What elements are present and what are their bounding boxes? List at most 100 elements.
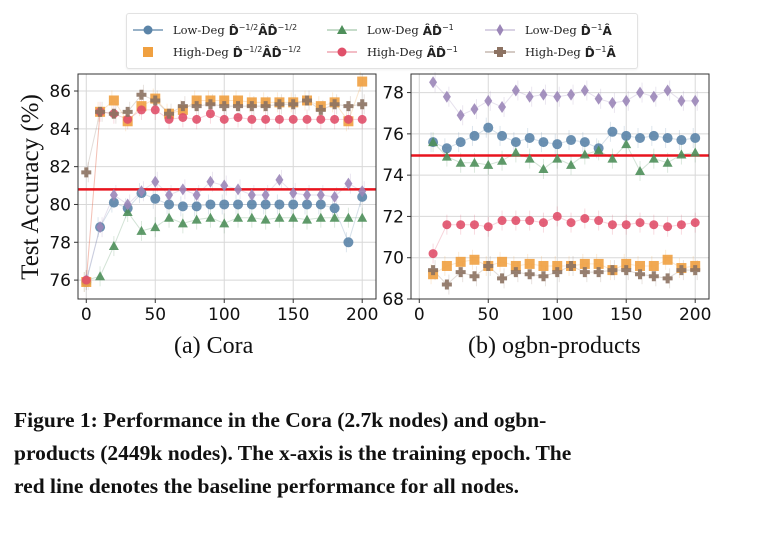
plot-frame (410, 73, 710, 300)
data-point-plus (538, 271, 549, 282)
plot-frame (77, 73, 377, 300)
panel-ogbn-products: 0 50 100 150 200 68 70 72 74 76 78 (382, 72, 711, 325)
data-point-x (233, 112, 243, 122)
data-point-plus (274, 99, 285, 110)
data-point-diamond (525, 90, 534, 103)
data-point-circle (233, 199, 244, 210)
data-point-circle (164, 199, 175, 210)
data-point-diamond (691, 94, 700, 107)
data-point-x (649, 220, 659, 230)
data-point-triangle (95, 271, 106, 281)
data-point-circle (302, 199, 313, 210)
legend-label: High-Deg (367, 45, 423, 59)
data-point-plus (483, 260, 494, 271)
y-tick-label: 78 (49, 233, 71, 253)
data-point-square (635, 260, 646, 271)
data-point-plus (593, 267, 604, 278)
data-point-triangle (428, 137, 439, 147)
data-point-circle (246, 199, 257, 210)
data-point-square (524, 258, 535, 269)
y-tick-label: 84 (49, 120, 71, 140)
data-point-plus (566, 260, 577, 271)
data-point-square (497, 256, 508, 267)
legend-marker-circle-icon (133, 25, 163, 35)
data-point-x (635, 218, 645, 228)
data-point-triangle (274, 212, 285, 222)
y-tick-label: 72 (382, 207, 404, 227)
data-point-x (525, 216, 535, 226)
data-point-diamond (553, 90, 562, 103)
x-tick-label: 100 (208, 305, 240, 325)
data-point-triangle (329, 212, 340, 222)
data-point-diamond (178, 183, 187, 196)
data-point-circle (690, 132, 701, 143)
x-tick-label: 150 (277, 305, 309, 325)
data-point-diamond (429, 76, 438, 89)
legend-marker-square-icon (143, 47, 153, 57)
data-point-x (621, 220, 631, 230)
data-point-x (428, 249, 438, 259)
data-point-plus (524, 269, 535, 280)
data-point-x (136, 105, 146, 115)
data-point-triangle (260, 214, 271, 224)
data-point-plus (343, 101, 354, 112)
data-point-triangle (552, 153, 563, 163)
data-point-diamond (484, 94, 493, 107)
caption-line: products (2449k nodes). The x-axis is th… (14, 441, 572, 465)
data-point-plus (81, 167, 92, 178)
data-point-plus (329, 99, 340, 110)
data-point-square (510, 260, 521, 271)
data-point-diamond (636, 86, 645, 99)
data-point-square (648, 260, 659, 271)
data-point-circle (579, 137, 590, 148)
data-point-square (219, 95, 230, 106)
legend-label: Low-Deg (525, 23, 577, 37)
data-point-triangle (136, 225, 147, 235)
data-point-x (343, 114, 353, 124)
data-point-plus (621, 265, 632, 276)
figure-caption: Figure 1: Performance in the Cora (2.7k … (14, 404, 754, 503)
y-tick-label: 86 (49, 82, 71, 102)
data-point-circle (260, 199, 271, 210)
data-point-triangle (593, 145, 604, 155)
data-point-circle (621, 130, 632, 141)
data-point-diamond (109, 189, 118, 202)
legend-marker-triangle-icon (327, 25, 357, 34)
data-point-diamond (608, 96, 617, 109)
data-point-square (469, 254, 480, 265)
x-tick-label: 50 (477, 305, 499, 325)
data-point-diamond (344, 177, 353, 190)
data-point-triangle (524, 153, 535, 163)
data-point-x (288, 114, 298, 124)
data-point-circle (288, 199, 299, 210)
data-point-triangle (497, 155, 508, 165)
data-point-circle (205, 199, 216, 210)
data-point-square (108, 95, 119, 106)
y-tick-label: 74 (382, 166, 404, 186)
data-point-diamond (316, 189, 325, 202)
data-point-x (442, 220, 452, 230)
data-point-circle (676, 135, 687, 146)
data-point-x (81, 275, 91, 285)
data-point-triangle (483, 159, 494, 169)
data-point-circle (483, 122, 494, 133)
data-point-x (690, 218, 700, 228)
data-point-plus (122, 106, 133, 117)
data-point-plus (164, 108, 175, 119)
data-point-diamond (580, 84, 589, 97)
data-point-triangle (648, 153, 659, 163)
data-point-circle (635, 132, 646, 143)
data-point-triangle (315, 212, 326, 222)
data-point-x (150, 105, 160, 115)
data-point-triangle (510, 147, 521, 157)
data-point-diamond (649, 90, 658, 103)
data-point-triangle (288, 212, 299, 222)
data-point-plus (233, 101, 244, 112)
x-tick-label: 150 (610, 305, 642, 325)
subcaption-cora: (a) Cora (174, 333, 254, 359)
data-point-diamond (275, 173, 284, 186)
legend-marker-diamond-icon (485, 24, 515, 36)
data-point-diamond (622, 94, 631, 107)
data-point-x (261, 114, 271, 124)
data-point-diamond (539, 88, 548, 101)
